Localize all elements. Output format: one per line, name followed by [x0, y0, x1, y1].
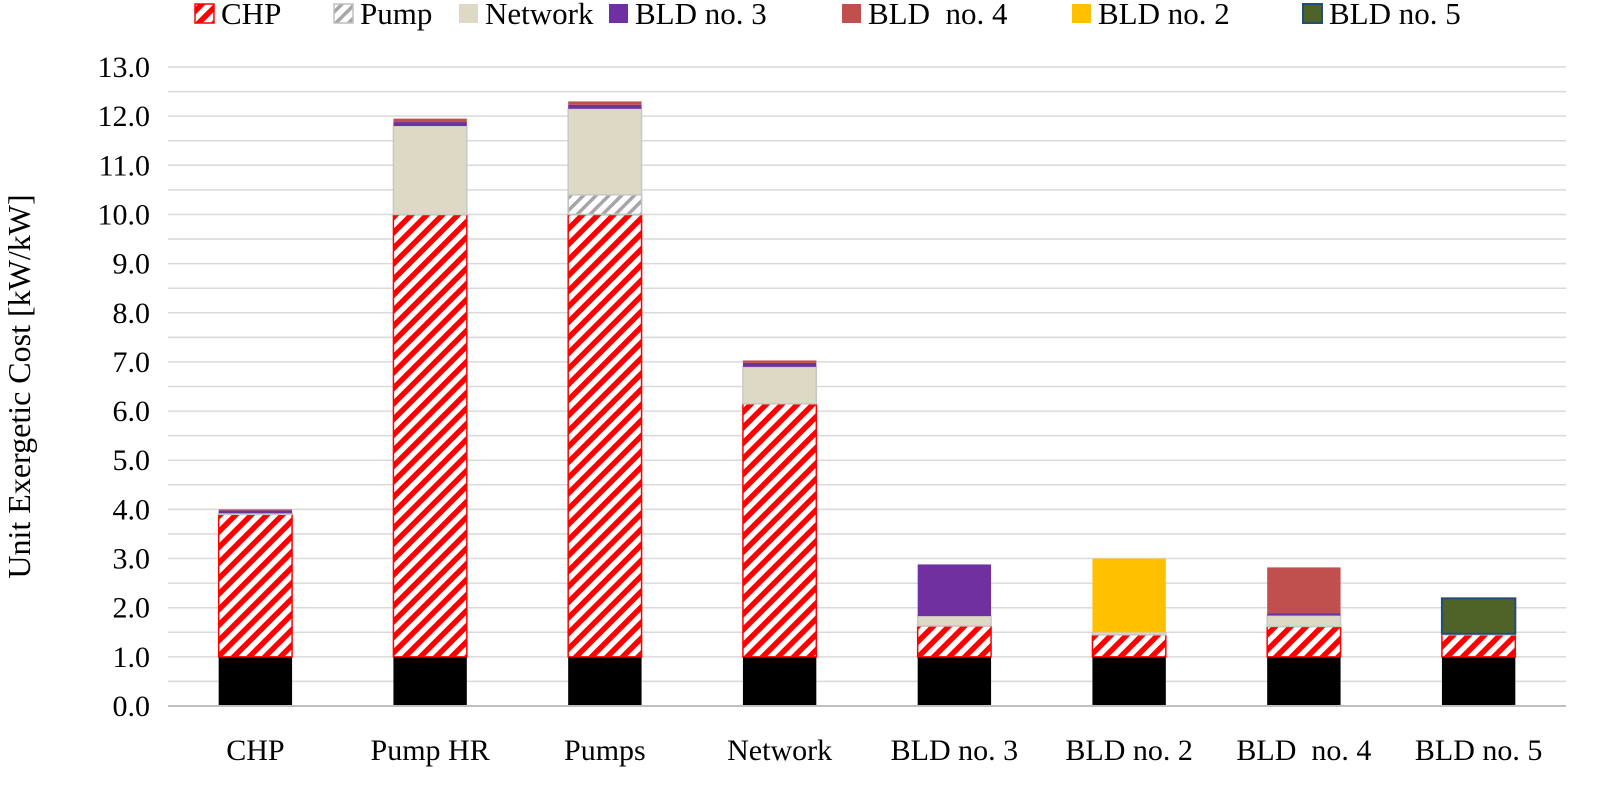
- x-category-label: BLD no. 2: [1065, 734, 1193, 767]
- y-axis-ticks: 0.0 1.0 2.0 3.0 4.0 5.0 6.0 7.0 8.0 9.0 10.0 11.0 12…: [98, 51, 151, 723]
- bar-segment-base: [1267, 656, 1341, 706]
- x-category-label: BLD no. 3: [891, 734, 1019, 767]
- x-category-label: CHP: [226, 734, 284, 767]
- legend: CHP Pump Network BLD no. 3 BLD no. 4 BLD no. …: [194, 0, 1461, 31]
- bar-segment-chp: [1091, 633, 1167, 658]
- bar-segment-bld-no-3: [1267, 613, 1341, 616]
- bar-segment-bld-no-3: [218, 510, 293, 514]
- bar-segment-base: [218, 656, 293, 706]
- legend-label: BLD no. 2: [1098, 0, 1230, 31]
- bar-segment-bld-no-4: [218, 509, 293, 511]
- y-tick-label: 5.0: [113, 444, 151, 477]
- bar-segment-base: [393, 656, 467, 706]
- bar-segment-bld-no-2: [1092, 558, 1166, 633]
- x-category-label: Pumps: [564, 734, 646, 767]
- bar-segment-bld-no-4: [568, 101, 642, 105]
- y-tick-label: 2.0: [113, 592, 151, 625]
- bar-segment-bld-no-3: [917, 564, 992, 617]
- bar-segment-bld-no-3: [393, 122, 467, 126]
- bar-segment-bld-no-3: [568, 104, 642, 109]
- bar-segment-pump: [567, 194, 643, 216]
- y-tick-label: 8.0: [113, 297, 151, 330]
- y-tick-label: 0.0: [113, 690, 151, 723]
- legend-label: BLD no. 3: [635, 0, 767, 31]
- y-tick-label: 1.0: [113, 641, 151, 674]
- bar-segment-network: [742, 366, 818, 405]
- bar-segment-bld-no-4: [393, 118, 467, 123]
- legend-swatch-bld-no-3: [609, 4, 628, 23]
- bar-segment-chp: [1441, 633, 1517, 658]
- legend-label: Pump: [360, 0, 432, 31]
- bar-segment-bld-no-4: [742, 360, 817, 363]
- bar-segment-chp: [916, 625, 992, 658]
- y-tick-label: 11.0: [99, 149, 150, 182]
- x-axis-categories: CHP Pump HR Pumps Network BLD no. 3 BLD no. 2…: [226, 734, 1542, 767]
- y-tick-label: 7.0: [113, 346, 151, 379]
- bar-segment-base: [1441, 656, 1516, 706]
- bar-segment-chp: [1266, 625, 1342, 658]
- legend-swatch-bld-no-2: [1072, 4, 1091, 23]
- x-category-label: Network: [727, 734, 832, 767]
- bar-segment-base: [917, 656, 992, 706]
- bar-segment-chp: [742, 402, 818, 658]
- bar-segment-bld-no-5: [1440, 597, 1517, 635]
- bar-segment-base: [1092, 656, 1166, 706]
- bar-segment-network: [916, 615, 992, 627]
- bar-segment-network: [1266, 614, 1342, 628]
- y-tick-label: 6.0: [113, 395, 151, 428]
- legend-label: BLD no. 4: [868, 0, 1008, 31]
- bar-segment-network: [217, 512, 293, 516]
- bar-segment-chp: [567, 213, 643, 658]
- y-tick-label: 10.0: [98, 198, 151, 231]
- legend-swatch-chp: [194, 3, 215, 24]
- bar-segment-network: [1091, 631, 1167, 636]
- legend-label: CHP: [221, 0, 281, 31]
- y-tick-label: 4.0: [113, 493, 151, 526]
- legend-swatch-bld-no-4: [842, 4, 861, 23]
- y-axis-title: Unit Exergetic Cost [kW/kW]: [1, 194, 37, 578]
- legend-label: Network: [485, 0, 594, 31]
- legend-label: BLD no. 5: [1329, 0, 1461, 31]
- x-category-label: BLD no. 4: [1236, 734, 1371, 767]
- bar-segment-bld-no-4: [1267, 567, 1341, 614]
- x-category-label: Pump HR: [371, 734, 490, 767]
- x-category-label: BLD no. 5: [1415, 734, 1543, 767]
- y-tick-label: 9.0: [113, 248, 151, 281]
- legend-swatch-network: [459, 4, 478, 23]
- bar-segment-base: [742, 656, 817, 706]
- y-tick-label: 13.0: [98, 51, 151, 84]
- legend-swatch-bld-no-5: [1302, 3, 1323, 24]
- y-tick-label: 12.0: [98, 100, 151, 133]
- legend-swatch-pump: [333, 3, 354, 24]
- bar-segment-network: [567, 108, 643, 196]
- bar-segment-chp: [217, 513, 293, 658]
- bar-segment-base: [568, 656, 642, 706]
- y-tick-label: 3.0: [113, 543, 151, 576]
- bar-segment-bld-no-3: [742, 362, 817, 367]
- bar-segment-network: [392, 125, 468, 216]
- gridlines: [168, 66, 1566, 683]
- bars: [217, 101, 1517, 706]
- bar-segment-chp: [392, 213, 468, 658]
